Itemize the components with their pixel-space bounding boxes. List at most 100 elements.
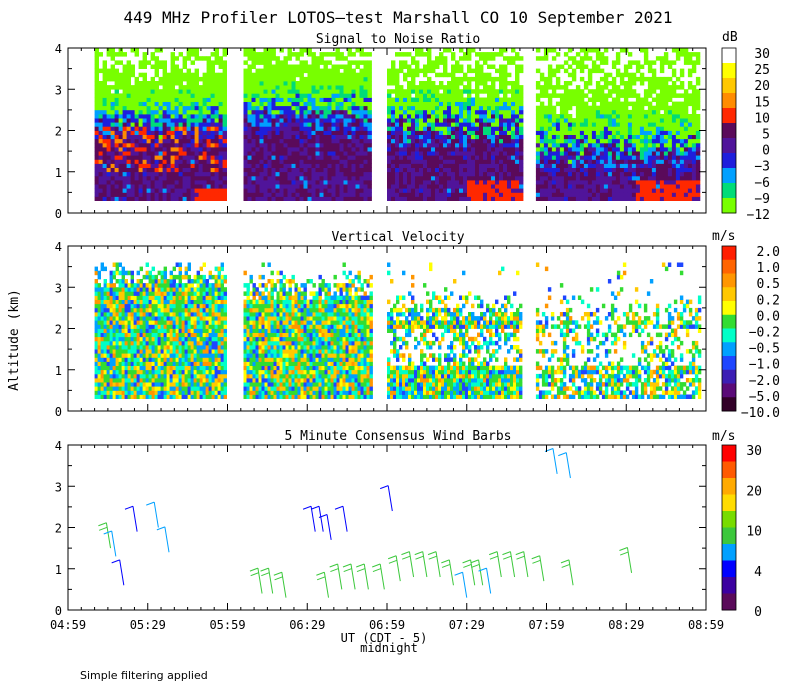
heatmap-cell (295, 93, 300, 98)
heatmap-cell (519, 171, 524, 177)
heatmap-cell (443, 184, 448, 189)
heatmap-cell (319, 122, 324, 127)
heatmap-cell (499, 175, 504, 181)
heatmap-cell (599, 76, 605, 82)
heatmap-cell (291, 159, 296, 164)
heatmap-cell (535, 171, 541, 177)
heatmap-cell (319, 192, 324, 197)
heatmap-cell (583, 130, 589, 135)
heatmap-cell (407, 138, 412, 144)
heatmap-cell (519, 118, 524, 123)
heatmap-cell (663, 134, 669, 140)
heatmap-cell (138, 109, 143, 115)
heatmap-cell (667, 188, 673, 193)
heatmap-cell (463, 184, 468, 189)
heatmap-cell (138, 134, 143, 140)
heatmap-cell (170, 76, 175, 82)
heatmap-cell (307, 167, 312, 173)
heatmap-cell (94, 332, 98, 338)
heatmap-cell (134, 118, 139, 123)
heatmap-cell (683, 184, 689, 189)
heatmap-cell (323, 180, 328, 185)
heatmap-cell (206, 134, 211, 140)
heatmap-cell (210, 118, 215, 123)
heatmap-cell (579, 192, 585, 197)
heatmap-cell (403, 163, 408, 168)
heatmap-cell (655, 138, 661, 144)
heatmap-cell (311, 56, 316, 61)
heatmap-cell (651, 81, 657, 86)
heatmap-cell (511, 155, 516, 160)
heatmap-cell (615, 109, 621, 115)
heatmap-cell (110, 72, 115, 78)
heatmap-cell (331, 180, 336, 185)
heatmap-cell (146, 93, 151, 98)
heatmap-cell (627, 109, 633, 115)
heatmap-cell (94, 180, 99, 185)
heatmap-cell (439, 109, 444, 115)
heatmap-cell (599, 68, 605, 74)
heatmap-cell (495, 167, 500, 173)
heatmap-cell (307, 134, 312, 140)
heatmap-cell (611, 163, 617, 168)
heatmap-cell (535, 167, 541, 173)
heatmap-cell (279, 101, 284, 107)
heatmap-cell (575, 89, 581, 94)
heatmap-cell (154, 93, 159, 98)
heatmap-cell (327, 60, 332, 65)
heatmap-cell (395, 72, 400, 78)
heatmap-cell (311, 180, 316, 185)
heatmap-cell (623, 188, 629, 193)
heatmap-cell (483, 167, 488, 173)
heatmap-cell (475, 52, 480, 57)
heatmap-cell (122, 151, 127, 156)
heatmap-cell (109, 332, 113, 338)
heatmap-cell (483, 101, 488, 107)
heatmap-cell (435, 101, 440, 107)
heatmap-cell (114, 76, 119, 82)
heatmap-cell (323, 60, 328, 65)
heatmap-cell (247, 101, 252, 107)
heatmap-cell (515, 196, 520, 201)
heatmap-cell (599, 93, 605, 98)
heatmap-cell (435, 109, 440, 115)
heatmap-cell (109, 373, 113, 379)
heatmap-cell (539, 134, 545, 140)
heatmap-cell (271, 130, 276, 135)
heatmap-cell (295, 114, 300, 119)
heatmap-cell (395, 163, 400, 168)
heatmap-cell (667, 180, 673, 185)
heatmap-cell (178, 167, 183, 173)
heatmap-cell (178, 147, 183, 152)
heatmap-cell (431, 155, 436, 160)
heatmap-cell (347, 159, 352, 164)
heatmap-cell (271, 48, 276, 53)
heatmap-cell (559, 163, 565, 168)
heatmap-cell (391, 81, 396, 86)
heatmap-cell (214, 151, 219, 156)
heatmap-cell (451, 93, 456, 98)
heatmap-cell (255, 188, 260, 193)
heatmap-cell (555, 151, 561, 156)
heatmap-cell (158, 188, 163, 193)
heatmap-cell (130, 89, 135, 94)
heatmap-cell (467, 105, 472, 111)
heatmap-cell (106, 303, 110, 309)
heatmap-cell (499, 52, 504, 57)
heatmap-cell (387, 97, 392, 102)
heatmap-cell (655, 180, 661, 185)
heatmap-cell (543, 184, 549, 189)
heatmap-cell (126, 130, 131, 135)
heatmap-cell (275, 192, 280, 197)
heatmap-cell (122, 171, 127, 177)
heatmap-cell (170, 118, 175, 123)
heatmap-cell (130, 134, 135, 140)
heatmap-cell (94, 130, 99, 135)
heatmap-cell (367, 142, 372, 148)
heatmap-cell (667, 109, 673, 115)
heatmap-cell (547, 138, 553, 144)
heatmap-cell (623, 93, 629, 98)
heatmap-cell (407, 122, 412, 127)
heatmap-cell (659, 180, 665, 185)
heatmap-cell (511, 151, 516, 156)
